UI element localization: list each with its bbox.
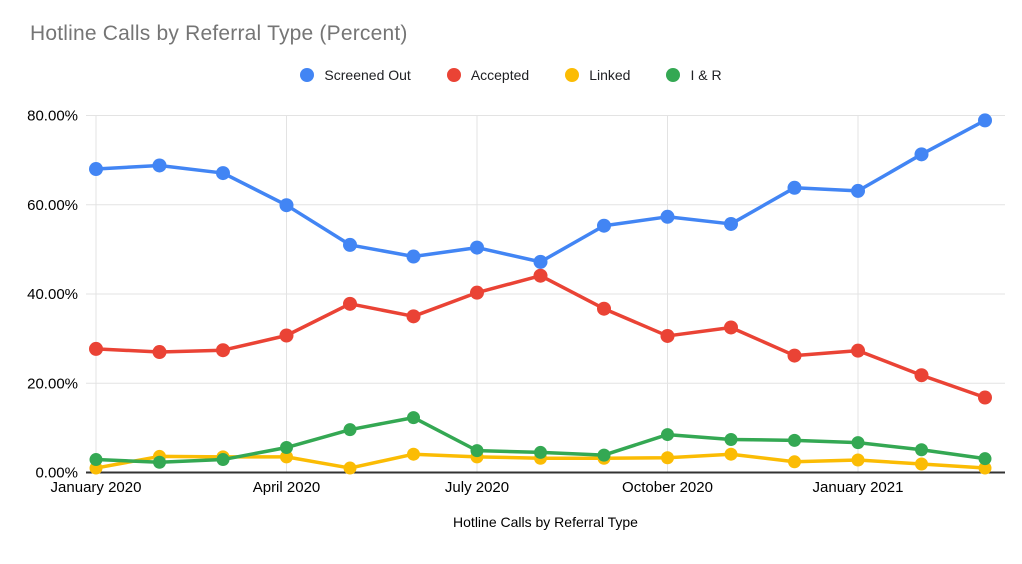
legend-label: Accepted [470, 67, 530, 83]
data-point-screened-out [914, 147, 929, 162]
data-point-screened-out [724, 216, 738, 231]
data-point-i-r [534, 445, 547, 459]
data-point-accepted [787, 348, 802, 363]
data-point-accepted [470, 285, 484, 300]
data-point-linked [661, 451, 674, 465]
data-point-accepted [343, 296, 357, 311]
legend-item-accepted: Accepted [446, 67, 530, 83]
y-tick-label: 20.00% [27, 375, 78, 392]
data-point-i-r [724, 432, 738, 446]
y-tick-label: 80.00% [27, 108, 78, 125]
legend-dot-icon [446, 68, 461, 82]
x-tick-label: April 2020 [253, 479, 321, 496]
data-point-accepted [914, 368, 929, 383]
data-point-i-r [407, 411, 420, 425]
data-point-i-r [788, 433, 801, 447]
legend-dot-icon [666, 68, 681, 82]
legend-item-i-r: I & R [666, 67, 722, 83]
x-tick-label: July 2020 [445, 479, 509, 496]
legend-dot-icon [565, 68, 580, 82]
data-point-linked [851, 453, 865, 467]
data-point-screened-out [89, 162, 103, 177]
data-point-linked [343, 461, 357, 475]
data-point-i-r [851, 436, 865, 450]
data-point-accepted [279, 328, 294, 343]
data-point-screened-out [978, 113, 992, 128]
data-point-accepted [406, 309, 421, 324]
legend-label: Linked [589, 67, 631, 83]
data-point-i-r [915, 443, 928, 457]
x-axis-title: Hotline Calls by Referral Type [453, 514, 638, 530]
legend-item-screened-out: Screened Out [300, 67, 411, 83]
data-point-linked [788, 455, 801, 469]
x-tick-label: January 2020 [51, 479, 142, 496]
data-point-i-r [470, 444, 484, 458]
legend-label: Screened Out [324, 67, 411, 83]
data-point-accepted [597, 301, 611, 316]
data-point-i-r [153, 455, 166, 469]
data-point-accepted [89, 341, 103, 356]
data-point-i-r [89, 453, 103, 467]
chart-title: Hotline Calls by Referral Type (Percent) [30, 22, 408, 45]
data-point-screened-out [279, 198, 294, 213]
data-point-screened-out [660, 209, 675, 224]
data-point-screened-out [406, 249, 421, 264]
data-point-i-r [597, 448, 611, 462]
data-point-linked [724, 447, 738, 461]
data-point-accepted [724, 320, 738, 335]
y-tick-label: 0.00% [35, 465, 78, 482]
data-point-screened-out [216, 166, 230, 181]
data-point-screened-out [851, 183, 865, 198]
data-point-screened-out [343, 237, 357, 252]
data-point-accepted [216, 343, 230, 358]
data-point-screened-out [533, 254, 548, 269]
data-point-accepted [533, 268, 548, 283]
data-point-screened-out [470, 240, 484, 255]
data-point-accepted [978, 390, 992, 405]
data-point-linked [915, 457, 928, 471]
data-point-i-r [216, 453, 230, 467]
data-point-linked [978, 461, 992, 475]
data-point-accepted [660, 328, 675, 343]
data-point-i-r [978, 452, 992, 466]
data-point-linked [280, 450, 293, 464]
y-tick-label: 60.00% [27, 197, 78, 214]
legend-item-linked: Linked [565, 67, 630, 83]
x-tick-label: October 2020 [622, 479, 713, 496]
x-tick-label: January 2021 [813, 479, 904, 496]
data-point-i-r [343, 423, 357, 437]
chart-legend: Screened Out Accepted Linked I & R [0, 67, 1022, 83]
data-point-screened-out [152, 158, 167, 173]
legend-dot-icon [300, 68, 315, 82]
data-point-screened-out [787, 180, 802, 195]
legend-label: I & R [690, 67, 722, 83]
data-point-i-r [280, 441, 293, 455]
data-point-accepted [851, 343, 865, 358]
data-point-linked [407, 447, 420, 461]
data-point-screened-out [597, 218, 611, 233]
data-point-accepted [152, 345, 167, 360]
y-tick-label: 40.00% [27, 286, 78, 303]
data-point-i-r [661, 428, 674, 442]
